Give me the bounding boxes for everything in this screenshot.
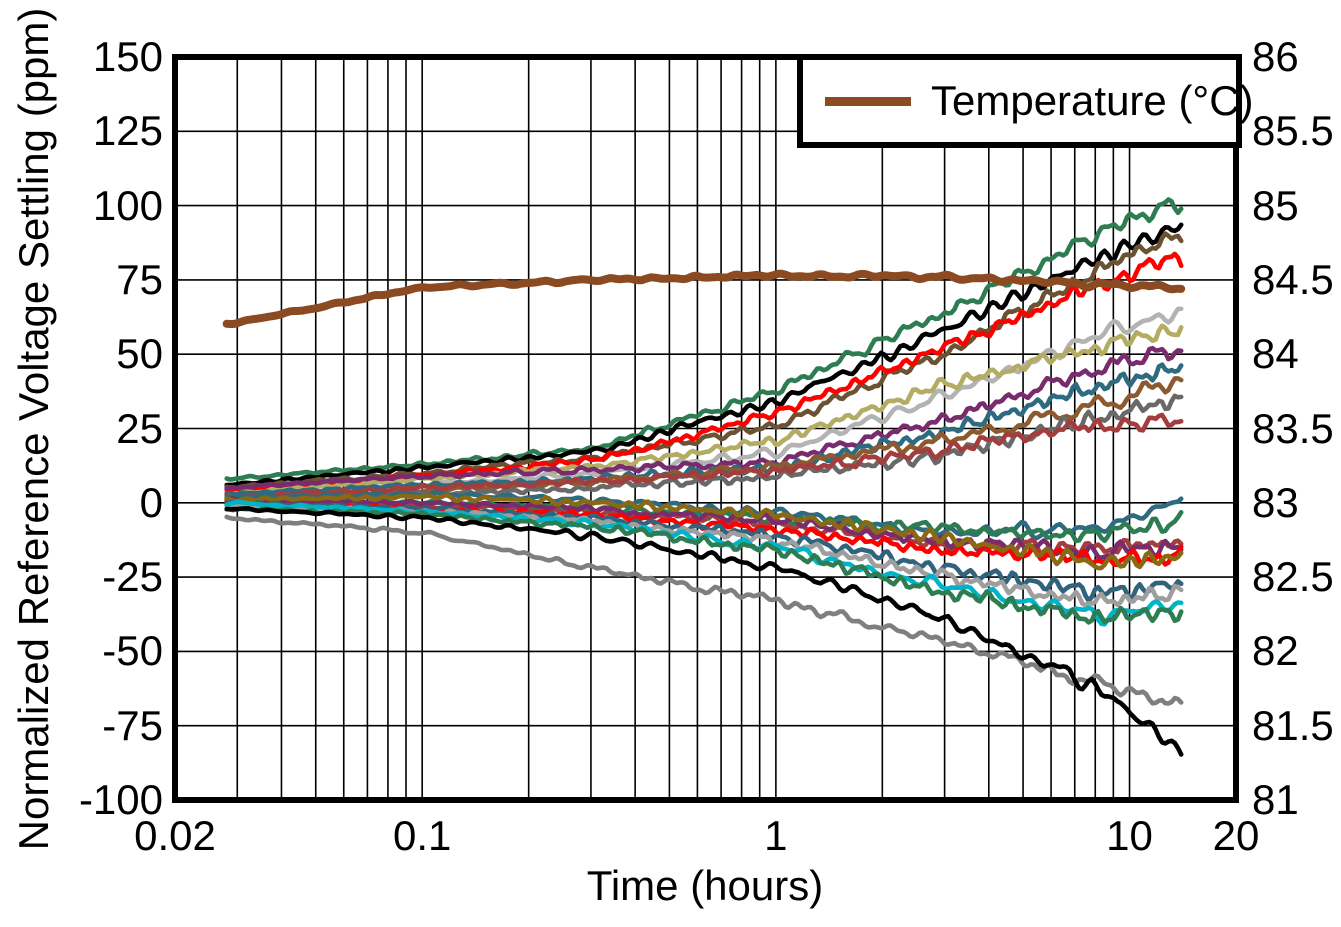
series-settling-unit-23 — [224, 506, 1184, 757]
x-axis-title: Time (hours) — [586, 862, 824, 909]
series-settling-unit-11 — [224, 412, 1184, 500]
tick-label: 85 — [1252, 181, 1299, 229]
tick-label: 150 — [92, 33, 163, 80]
series-settling-unit-01 — [224, 197, 1184, 482]
tick-label: 125 — [92, 107, 163, 155]
series-temperature — [222, 269, 1186, 328]
tick-label: -75 — [102, 701, 163, 749]
tick-label: -25 — [102, 553, 163, 601]
series-settling-unit-07 — [224, 345, 1184, 491]
tick-label: 82 — [1252, 627, 1299, 675]
plot-border — [172, 54, 1239, 803]
series-settling-unit-15 — [224, 496, 1184, 560]
tick-label: -100 — [78, 776, 163, 823]
tick-label: 81.5 — [1252, 701, 1334, 749]
temperature-legend-label: Temperature (°C) — [931, 77, 1254, 124]
series-settling-unit-17 — [224, 492, 1184, 571]
series-settling-unit-06 — [224, 323, 1184, 497]
tick-label: 0.1 — [392, 812, 452, 859]
tick-label: 0 — [139, 478, 163, 526]
tick-label: 81 — [1252, 776, 1299, 823]
tick-label: 85.5 — [1252, 107, 1334, 155]
tick-label: 1 — [764, 812, 788, 859]
series-settling-unit-22 — [224, 514, 1184, 706]
tick-label: 25 — [116, 404, 163, 452]
tick-label: 84.5 — [1252, 255, 1334, 303]
tick-label: 86 — [1252, 33, 1299, 80]
tick-label: 0.02 — [134, 812, 216, 859]
tick-label: 20 — [1212, 812, 1260, 859]
temperature-legend-swatch — [825, 96, 911, 106]
tick-label: 82.5 — [1252, 553, 1334, 601]
tick-label: 100 — [92, 181, 163, 229]
tick-label: -50 — [102, 627, 163, 675]
tick-label: 10 — [1106, 812, 1153, 859]
series-settling-unit-04 — [224, 251, 1184, 494]
tick-label: 84 — [1252, 330, 1299, 378]
tick-label: 83 — [1252, 478, 1299, 526]
tick-label: 83.5 — [1252, 404, 1334, 452]
tick-label: 50 — [116, 330, 163, 378]
series-settling-unit-02 — [224, 222, 1184, 488]
legend: Temperature (°C) — [797, 54, 1254, 148]
tick-label: 75 — [116, 255, 163, 303]
